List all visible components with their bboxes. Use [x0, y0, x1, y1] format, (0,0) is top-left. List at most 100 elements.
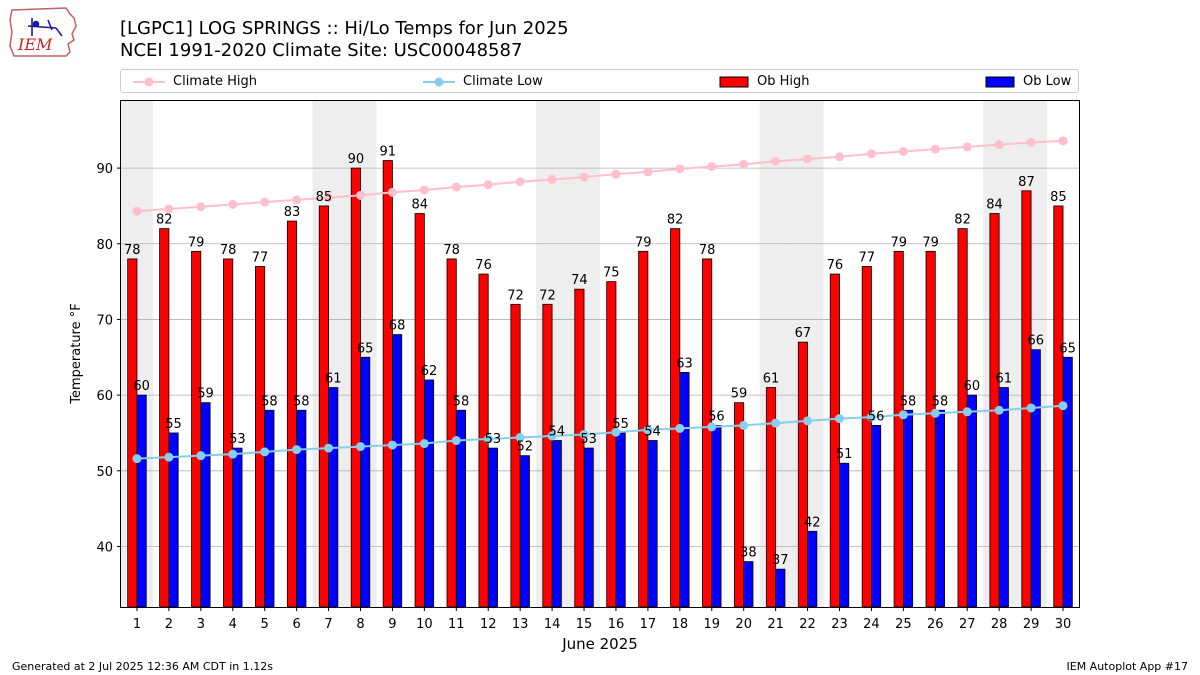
iowa-state-outline-icon [9, 7, 77, 57]
climate-high-point [515, 177, 525, 187]
x-tick-label: 16 [608, 617, 625, 632]
ob-low-bar [679, 372, 690, 608]
ob-low-bar [392, 334, 403, 608]
climate-high-point [164, 204, 174, 214]
climate-low-point [707, 422, 717, 432]
ob-low-label: 61 [996, 372, 1013, 387]
ob-low-label: 66 [1027, 334, 1044, 349]
ob-high-bar [350, 167, 361, 608]
ob-high-label: 74 [571, 273, 588, 288]
ob-low-bar [487, 447, 498, 608]
climate-low-point [356, 442, 365, 452]
ob-low-bar [647, 440, 658, 608]
ob-low-bar [423, 379, 435, 608]
ob-high-bar [127, 258, 138, 608]
climate-low-point [419, 439, 429, 449]
y-tick-label: 40 [96, 540, 113, 555]
ob-low-bar [998, 387, 1009, 608]
climate-low-point [1058, 401, 1068, 411]
legend-label-ob-high: Ob High [757, 74, 810, 89]
x-tick-label: 29 [1023, 617, 1040, 632]
ob-low-bar [360, 356, 371, 608]
ob-low-label: 53 [229, 432, 246, 447]
x-tick-label: 19 [703, 617, 720, 632]
ob-high-bar [318, 205, 329, 608]
ob-low-label: 58 [900, 394, 917, 409]
climate-high-point [739, 159, 749, 169]
climate-low-point [898, 410, 908, 420]
ob-high-label: 78 [220, 243, 237, 258]
ob-high-bar [925, 250, 936, 608]
climate-high-point [930, 144, 940, 154]
title-line-2: NCEI 1991-2020 Climate Site: USC00048587 [120, 40, 523, 61]
climate-high-point [803, 154, 813, 164]
ob-low-label: 56 [708, 409, 725, 424]
x-tick-label: 22 [799, 617, 816, 632]
x-tick-label: 3 [197, 617, 205, 632]
climate-high-point [292, 195, 302, 205]
climate-low-point [547, 431, 557, 441]
ob-low-label: 55 [165, 417, 182, 432]
x-tick-label: 23 [831, 617, 848, 632]
x-tick-label: 28 [991, 617, 1008, 632]
climate-low-point [739, 420, 749, 430]
climate-low-point [260, 447, 270, 457]
ob-high-label: 85 [316, 190, 333, 205]
ob-low-label: 63 [676, 356, 693, 371]
climate-high-point [356, 190, 365, 200]
climate-high-point [228, 199, 238, 209]
climate-high-point [387, 187, 397, 197]
ob-high-bar [542, 303, 553, 608]
x-tick-label: 24 [863, 617, 880, 632]
x-tick-label: 21 [767, 617, 784, 632]
ob-high-label: 83 [284, 205, 301, 220]
climate-high-point [1058, 136, 1068, 146]
legend-marker-ob-high [719, 76, 749, 88]
footer-app: IEM Autoplot App #17 [1066, 660, 1189, 673]
ob-low-bar [1062, 356, 1073, 608]
ob-high-label: 90 [348, 152, 365, 167]
ob-high-bar [606, 281, 617, 608]
x-tick-label: 26 [927, 617, 944, 632]
ob-high-label: 59 [731, 387, 748, 402]
y-tick-label: 60 [96, 389, 113, 404]
ob-low-bar [200, 402, 211, 608]
climate-high-point [1026, 137, 1036, 147]
ob-high-label: 78 [124, 243, 141, 258]
y-tick-label: 90 [96, 162, 113, 177]
ob-low-label: 58 [293, 394, 310, 409]
ob-high-label: 77 [252, 250, 269, 265]
climate-low-point [930, 408, 940, 418]
ob-high-label: 67 [795, 326, 812, 341]
ob-low-bar [807, 530, 818, 608]
ob-low-bar [264, 409, 275, 608]
ob-high-label: 72 [539, 288, 556, 303]
ob-low-label: 65 [357, 341, 374, 356]
legend-label-ob-low: Ob Low [1023, 74, 1072, 89]
x-tick-label: 20 [735, 617, 752, 632]
ob-high-label: 84 [411, 198, 428, 213]
legend-marker-ob-low [985, 76, 1015, 88]
climate-low-point [292, 445, 302, 455]
chart-legend: Climate High Climate Low Ob High Ob Low [120, 69, 1079, 93]
climate-high-point [675, 164, 685, 174]
ob-low-label: 58 [932, 394, 949, 409]
climate-low-point [675, 423, 685, 433]
data-labels: 78 60 82 55 79 59 78 53 77 58 83 58 85 61 90 65 91 68 84 62… [124, 145, 1076, 569]
ob-high-label: 79 [188, 235, 205, 250]
ob-high-bar [893, 250, 904, 608]
ob-low-label: 56 [868, 409, 885, 424]
ob-high-label: 85 [1050, 190, 1067, 205]
climate-high-point [898, 146, 908, 156]
ob-high-bar [670, 228, 681, 608]
iem-logo: IEM [9, 7, 77, 57]
ob-low-label: 38 [740, 546, 757, 561]
x-tick-label: 4 [229, 617, 237, 632]
x-tick-label: 13 [512, 617, 529, 632]
x-tick-label: 10 [416, 617, 433, 632]
ob-low-label: 42 [804, 515, 821, 530]
ob-low-bar [296, 409, 307, 608]
ob-high-label: 82 [156, 213, 173, 228]
climate-high-point [962, 142, 972, 152]
